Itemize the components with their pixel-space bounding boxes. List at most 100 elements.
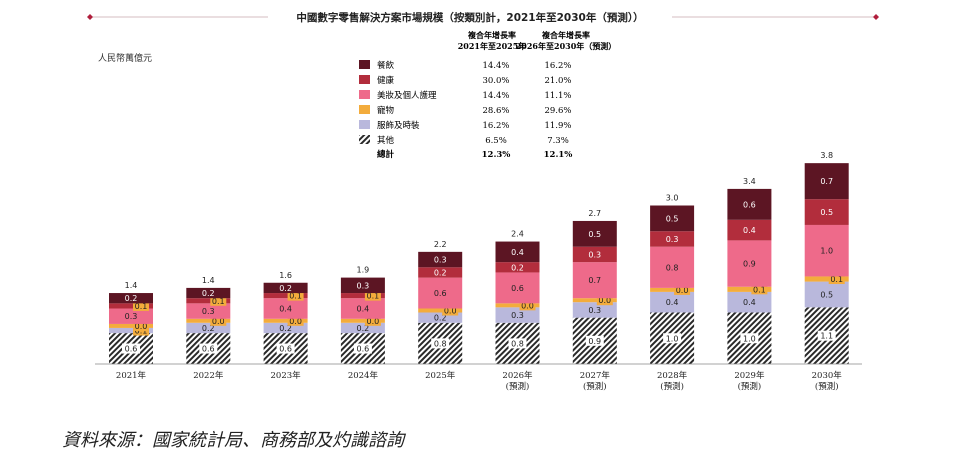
bar-segment-series-1-1 — [186, 322, 231, 334]
bar-value-series-2-0: 0.0 — [135, 322, 148, 331]
bar-value-box-series-2-2 — [287, 315, 304, 326]
bar-value-box-series-2-8 — [751, 284, 768, 295]
bar-value-series-2-3: 0.0 — [367, 317, 380, 326]
legend-cagr1-series-3: 14.4% — [482, 91, 509, 101]
bar-label-bg-7 — [663, 333, 682, 344]
bar-value-box-series-2-5 — [519, 300, 536, 311]
bar-label-bg-1 — [199, 343, 218, 354]
bar-segment-series-4-7 — [650, 231, 695, 247]
legend-label-series-1: 服飾及時裝 — [377, 120, 420, 131]
legend-total-label: 總計 — [377, 149, 395, 160]
bars: 0.60.10.00.30.10.21.40.60.20.00.30.10.21… — [109, 151, 849, 364]
y-axis-unit-label: 人民幣萬億元 — [98, 52, 152, 64]
bar-label-bg-6 — [585, 335, 604, 346]
bar-value-series-4-5: 0.2 — [511, 263, 524, 272]
bar-value-series-4-4: 0.2 — [434, 268, 447, 277]
legend-swatch-series-1 — [359, 120, 370, 129]
bar-segment-series-5-9 — [804, 163, 849, 200]
bar-segment-series-4-0 — [109, 303, 153, 309]
bar-value-series-4-1: 0.1 — [212, 297, 225, 306]
bar-label-bg-5 — [508, 338, 527, 349]
bar-value-series-0-6: 0.9 — [588, 337, 601, 346]
bar-value-box-series-4-2 — [287, 290, 304, 301]
bar-segment-series-3-0 — [109, 308, 153, 324]
bar-value-series-3-7: 0.8 — [666, 263, 679, 272]
bar-segment-series-3-1 — [186, 303, 231, 319]
bar-value-series-5-5: 0.4 — [511, 248, 524, 257]
bar-value-series-5-0: 0.2 — [125, 294, 138, 303]
x-tick-label-4: 2025年 — [425, 370, 456, 381]
bar-segment-series-4-4 — [418, 267, 463, 278]
x-tick-label-2: 2023年 — [271, 370, 302, 381]
x-tick-label-1: 2022年 — [193, 370, 224, 381]
bar-value-series-4-8: 0.4 — [743, 226, 756, 235]
x-tick-label-3: 2024年 — [348, 370, 379, 381]
bar-segment-series-1-6 — [572, 302, 617, 318]
bar-segment-series-2-9 — [804, 276, 849, 282]
bar-segment-series-4-9 — [804, 199, 849, 225]
bar-segment-series-1-8 — [727, 291, 772, 313]
bar-segment-series-3-3 — [340, 298, 385, 319]
bar-segment-series-5-6 — [572, 220, 617, 247]
legend-cagr2-series-1: 11.9% — [544, 121, 571, 131]
bar-segment-series-5-2 — [263, 282, 308, 294]
x-tick-sublabel-7: (預測) — [660, 381, 684, 392]
bar-value-series-4-6: 0.3 — [588, 250, 601, 259]
bar-segment-series-1-9 — [804, 281, 849, 308]
bar-total-1: 1.4 — [202, 276, 215, 285]
bar-value-series-1-4: 0.2 — [434, 314, 447, 323]
bar-segment-series-2-0 — [109, 323, 153, 328]
x-tick-label-9: 2030年 — [812, 370, 843, 381]
legend-total-cagr-2021-2025: 12.3% — [482, 150, 511, 160]
bar-segment-series-2-4 — [418, 308, 463, 313]
bar-total-2: 1.6 — [279, 271, 292, 280]
bar-value-series-1-2: 0.2 — [279, 324, 292, 333]
bar-value-series-4-9: 0.5 — [820, 208, 833, 217]
chart-title: 中國數字零售解決方案市場規模（按類別計，2021年至2030年（預測）） — [296, 11, 643, 24]
bar-segment-series-5-0 — [109, 293, 153, 304]
bar-total-5: 2.4 — [511, 230, 524, 239]
bar-value-series-3-1: 0.3 — [202, 307, 215, 316]
bar-total-3: 1.9 — [357, 266, 370, 275]
bar-total-9: 3.8 — [820, 151, 833, 160]
bar-value-series-3-2: 0.4 — [279, 305, 292, 314]
bar-value-series-5-9: 0.7 — [820, 177, 833, 186]
bar-value-box-series-2-0 — [133, 320, 149, 331]
bar-label-bg-9 — [817, 330, 836, 341]
x-tick-label-7: 2028年 — [657, 370, 688, 381]
bar-segment-series-1-7 — [650, 291, 695, 313]
bar-value-series-1-6: 0.3 — [588, 306, 601, 315]
bar-segment-series-1-0 — [109, 327, 153, 334]
bar-value-series-3-6: 0.7 — [588, 276, 601, 285]
legend-cagr1-series-4: 30.0% — [482, 76, 509, 86]
bar-label-bg-0 — [122, 343, 140, 354]
bar-value-series-1-0: 0.1 — [135, 327, 148, 336]
legend-cagr1-series-5: 14.4% — [482, 61, 509, 71]
bar-segment-series-3-9 — [804, 224, 849, 277]
bar-value-series-2-2: 0.0 — [289, 317, 302, 326]
bar-value-series-5-6: 0.5 — [588, 230, 601, 239]
bar-value-series-0-3: 0.6 — [357, 345, 370, 354]
bar-segment-series-5-7 — [650, 205, 695, 232]
title-rule-right-diamond — [873, 14, 879, 20]
bar-value-box-series-2-7 — [674, 284, 691, 295]
bar-value-series-3-8: 0.9 — [743, 260, 756, 269]
bar-value-box-series-4-0 — [133, 300, 149, 311]
x-tick-sublabel-6: (預測) — [583, 381, 607, 392]
x-tick-label-6: 2027年 — [580, 370, 611, 381]
legend-swatch-series-2 — [359, 105, 370, 114]
legend-col2-header-line1: 複合年增長率 — [541, 30, 590, 40]
bar-value-series-2-5: 0.0 — [521, 301, 534, 310]
bar-value-series-2-6: 0.0 — [598, 296, 611, 305]
legend-cagr1-series-0: 6.5% — [485, 136, 507, 146]
x-tick-label-0: 2021年 — [116, 370, 147, 381]
bar-value-series-5-4: 0.3 — [434, 256, 447, 265]
bar-value-series-2-8: 0.1 — [753, 285, 766, 294]
legend-total-cagr-2026-2030: 12.1% — [544, 150, 573, 160]
bar-value-series-1-5: 0.3 — [511, 311, 524, 320]
bar-value-box-series-4-3 — [364, 290, 381, 301]
bar-value-box-series-4-1 — [210, 295, 227, 306]
bar-label-bg-2 — [276, 343, 295, 354]
bar-segment-series-5-4 — [418, 251, 463, 268]
